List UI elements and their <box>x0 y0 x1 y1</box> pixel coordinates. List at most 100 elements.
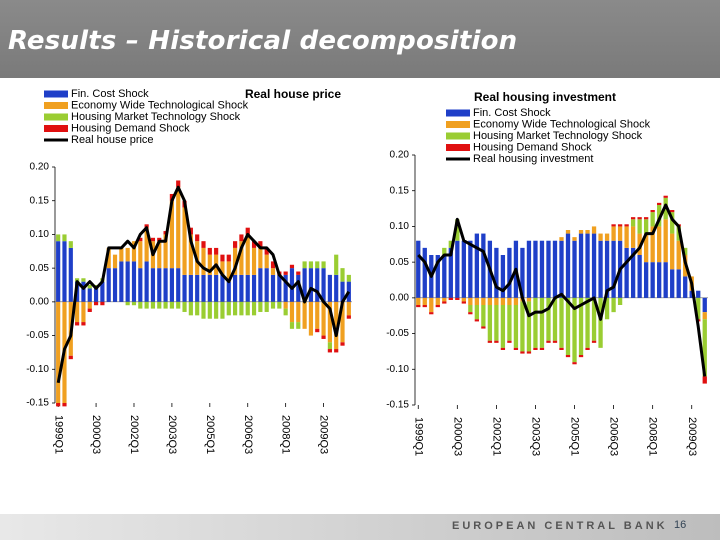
bar-segment <box>650 262 655 298</box>
bar-segment <box>650 212 655 227</box>
bar-segment <box>138 301 143 309</box>
bar-segment <box>220 301 225 319</box>
bar-segment <box>526 240 532 298</box>
bar-segment <box>220 274 225 302</box>
bar-segment <box>163 301 168 309</box>
x-tick-label: 2000Q3 <box>90 415 102 454</box>
bar-segment <box>270 261 276 269</box>
bar-segment <box>585 230 590 234</box>
bar-segment <box>624 247 629 298</box>
bar-segment <box>277 274 282 302</box>
bar-segment <box>138 241 143 269</box>
bar-segment <box>226 301 231 316</box>
bar-segment <box>277 301 282 309</box>
bar-segment <box>487 305 493 341</box>
bar-segment <box>138 268 143 302</box>
bar-segment <box>233 274 238 302</box>
bar-segment <box>513 347 519 350</box>
bar-segment <box>283 301 288 309</box>
bar-segment <box>663 262 668 298</box>
bar-segment <box>643 233 649 263</box>
x-tick-label: 2003Q3 <box>166 415 178 454</box>
bar-segment <box>68 247 73 302</box>
charts: -0.15 -0.10 -0.05 0.00 0.05 0.10 0.15 0.20 1999Q… <box>26 87 708 456</box>
legend-label: Housing Demand Shock <box>71 122 190 134</box>
bar-segment <box>702 297 707 313</box>
legend-swatch <box>44 102 68 109</box>
bar-segment <box>578 297 584 355</box>
bar-segment <box>150 301 156 309</box>
bar-segment <box>220 254 225 262</box>
legend-label: Housing Demand Shock <box>473 141 592 153</box>
bar-segment <box>56 234 61 242</box>
bar-segment <box>93 301 99 306</box>
legend-label: Economy Wide Technological Shock <box>473 118 651 130</box>
bar-segment <box>520 301 525 352</box>
bar-segment <box>481 326 486 329</box>
bar-segment <box>702 312 707 320</box>
bar-segment <box>226 281 231 302</box>
bar-segment <box>670 212 675 234</box>
bar-segment <box>552 297 558 341</box>
bar-segment <box>416 297 421 305</box>
bar-segment <box>442 247 447 255</box>
bar-segment <box>264 247 269 255</box>
bar-segment <box>245 274 250 302</box>
bar-segment <box>163 234 168 269</box>
legend-label: Real housing investment <box>473 153 593 165</box>
bar-segment <box>565 233 571 298</box>
bar-segment <box>233 247 238 275</box>
header-bar: Results – Historical decomposition <box>0 0 720 78</box>
bar-segment <box>283 274 288 302</box>
x-tick-label: 2002Q1 <box>490 417 502 456</box>
bar-segment <box>251 247 257 275</box>
y-tick-label: 0.15 <box>30 195 50 206</box>
x-tick-label: 2003Q3 <box>530 417 542 456</box>
bar-segment <box>643 219 649 234</box>
bar-segment <box>207 254 212 275</box>
legend-label: Housing Market Technology Shock <box>473 130 643 142</box>
legend-label: Fin. Cost Shock <box>71 88 149 100</box>
bar-segment <box>461 301 466 304</box>
bar-segment <box>207 274 212 302</box>
bar-segment <box>526 351 532 354</box>
bar-segment <box>340 342 345 346</box>
bar-segment <box>474 297 480 305</box>
bar-segment <box>630 219 636 227</box>
bar-segment <box>214 247 219 255</box>
bar-segment <box>239 241 244 275</box>
y-tick-label: -0.10 <box>386 364 409 375</box>
bar-segment <box>289 322 295 329</box>
bar-segment <box>131 301 137 306</box>
x-tick-label: 2002Q1 <box>128 415 140 454</box>
bar-segment <box>552 240 558 298</box>
y-tick-label: 0.00 <box>390 292 410 303</box>
bar-segment <box>604 233 610 241</box>
legend-label: Economy Wide Technological Shock <box>71 99 249 111</box>
bar-segment <box>157 237 162 242</box>
legend-label: Housing Market Technology Shock <box>71 111 241 123</box>
line-series <box>56 185 351 384</box>
bar-segment <box>546 340 551 343</box>
bar-segment <box>214 301 219 319</box>
y-tick-label: 0.15 <box>390 185 410 196</box>
bar-segment <box>578 233 584 298</box>
bar-segment <box>195 234 200 242</box>
bar-segment <box>251 241 257 248</box>
bar-segment <box>176 187 181 269</box>
bar-segment <box>487 297 493 305</box>
x-tick-label: 2006Q3 <box>608 417 620 456</box>
bar-segment <box>591 297 597 341</box>
bar-segment <box>321 301 326 336</box>
bar-segment <box>546 297 551 341</box>
bar-segment <box>468 312 473 315</box>
bar-segment <box>676 269 681 298</box>
legend-swatch <box>446 109 470 117</box>
bar-segment <box>513 305 519 348</box>
bar-segment <box>442 255 447 298</box>
bar-segment <box>195 274 200 302</box>
bar-segment <box>559 237 564 241</box>
footer-bar: EUROPEAN CENTRAL BANK 16 <box>0 514 720 540</box>
bar-segment <box>258 241 263 248</box>
bar-segment <box>264 254 269 269</box>
